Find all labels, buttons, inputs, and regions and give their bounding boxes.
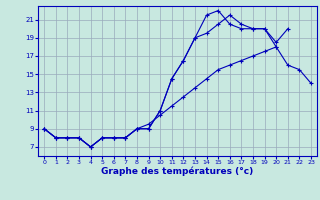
X-axis label: Graphe des températures (°c): Graphe des températures (°c) bbox=[101, 167, 254, 176]
